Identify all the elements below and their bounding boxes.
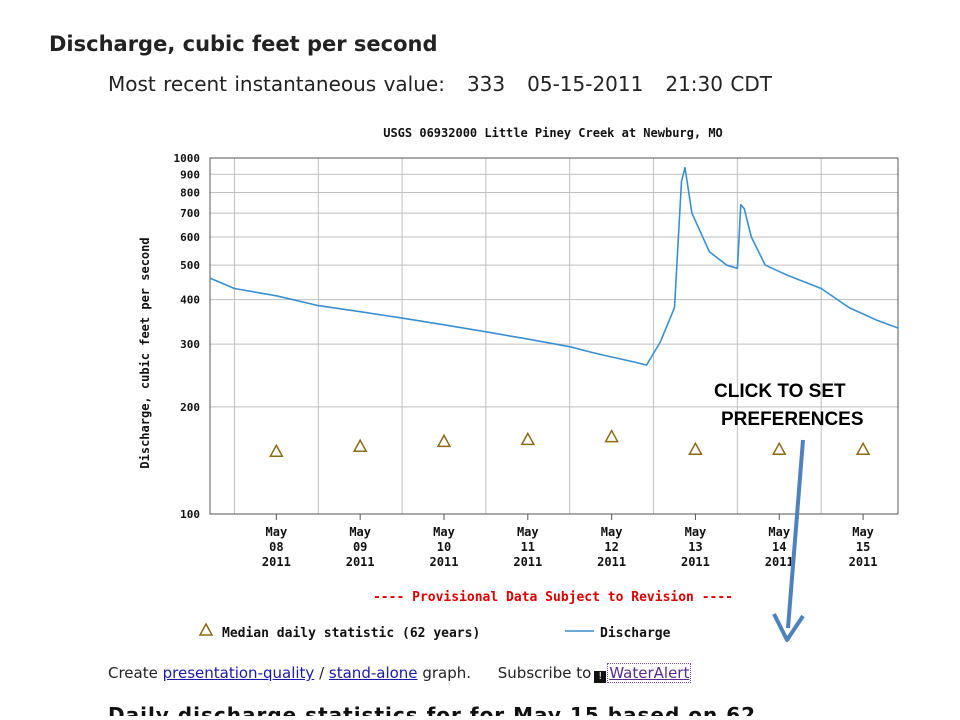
preferences-callout[interactable]: CLICK TO SET PREFERENCES — [700, 378, 900, 434]
slash-text: / — [319, 664, 325, 682]
y-tick-label: 400 — [180, 294, 200, 307]
recent-label: Most recent instantaneous value: — [108, 72, 445, 96]
median-marker — [436, 433, 452, 448]
legend: Median daily statistic (62 years) Discha… — [198, 622, 671, 641]
series-layer — [209, 166, 899, 458]
x-tick-labels: May082011May092011May102011May112011May1… — [262, 514, 878, 569]
wateralert-link[interactable]: WaterAlert — [607, 663, 692, 683]
graph-text: graph. — [422, 664, 471, 682]
preferences-arrow — [772, 439, 805, 642]
median-marker — [688, 441, 703, 456]
provisional-note: ---- Provisional Data Subject to Revisio… — [373, 590, 733, 605]
recent-date: 05-15-2011 — [527, 72, 644, 96]
x-tick-label: 2011 — [849, 555, 878, 569]
recent-value-line: Most recent instantaneous value: 333 05-15… — [108, 72, 772, 96]
x-tick-label: 2011 — [597, 555, 626, 569]
subscribe-text: Subscribe to — [497, 664, 592, 682]
x-tick-label: 08 — [269, 540, 283, 554]
grid-lines — [210, 157, 898, 515]
presentation-quality-link[interactable]: presentation-quality — [162, 664, 315, 682]
statistics-heading-text: Daily discharge statistics for for May 1… — [108, 703, 757, 716]
chart-title: USGS 06932000 Little Piney Creek at Newb… — [383, 126, 723, 140]
y-tick-label: 800 — [180, 186, 200, 199]
y-tick-label: 500 — [180, 259, 200, 272]
x-tick-label: 14 — [772, 540, 786, 554]
callout-line-2: PREFERENCES — [721, 409, 864, 430]
x-tick-label: May — [517, 525, 539, 539]
legend-median-marker — [198, 622, 214, 636]
stand-alone-link[interactable]: stand-alone — [328, 664, 418, 682]
x-tick-label: May — [768, 525, 790, 539]
legend-median-label: Median daily statistic (62 years) — [222, 626, 480, 641]
median-marker — [855, 441, 871, 456]
median-marker — [352, 438, 368, 452]
alert-icon: ! — [594, 671, 607, 683]
x-tick-label: 11 — [521, 540, 535, 554]
y-tick-label: 200 — [180, 401, 200, 414]
y-tick-label: 900 — [180, 168, 200, 181]
x-tick-label: 15 — [856, 540, 870, 554]
legend-discharge-label: Discharge — [600, 626, 671, 641]
page-heading: Discharge, cubic feet per second — [49, 32, 438, 56]
x-tick-label: 12 — [604, 540, 618, 554]
x-tick-label: 2011 — [681, 555, 710, 569]
x-tick-label: May — [266, 525, 288, 539]
x-tick-label: 13 — [688, 540, 702, 554]
recent-value: 333 — [466, 72, 506, 96]
x-tick-label: 10 — [437, 540, 451, 554]
x-tick-label: May — [601, 525, 623, 539]
x-tick-label: 2011 — [262, 555, 291, 569]
median-marker — [604, 429, 619, 443]
y-tick-label: 100 — [180, 508, 200, 521]
x-tick-label: 2011 — [346, 555, 375, 569]
discharge-chart[interactable]: USGS 06932000 Little Piney Creek at Newb… — [0, 110, 960, 650]
x-tick-label: 09 — [353, 540, 367, 554]
y-axis-label: Discharge, cubic feet per second — [138, 237, 152, 468]
graph-links-line: Create presentation-quality / stand-alon… — [108, 663, 692, 683]
x-tick-label: May — [349, 525, 371, 539]
recent-time: 21:30 CDT — [665, 72, 772, 96]
discharge-series-line — [209, 166, 899, 366]
x-tick-label: May — [852, 525, 874, 539]
median-marker — [269, 443, 284, 458]
median-marker — [771, 441, 787, 456]
create-text: Create — [108, 664, 158, 682]
callout-line-1: CLICK TO SET — [714, 381, 846, 402]
plot-frame — [209, 157, 899, 515]
y-tick-label: 600 — [180, 231, 200, 244]
x-tick-label: 2011 — [430, 555, 459, 569]
x-tick-label: 2011 — [513, 555, 542, 569]
y-tick-label: 1000 — [174, 152, 201, 165]
y-tick-label: 700 — [180, 207, 200, 220]
x-tick-label: 2011 — [765, 555, 794, 569]
median-marker — [520, 431, 536, 446]
x-tick-label: May — [685, 525, 707, 539]
truncated-statistics-heading: Daily discharge statistics for for May 1… — [108, 702, 838, 716]
x-tick-label: May — [433, 525, 455, 539]
y-tick-labels: 100 200 300 400 500 600 700 800 900 1000 — [174, 152, 201, 521]
y-tick-label: 300 — [180, 338, 200, 351]
